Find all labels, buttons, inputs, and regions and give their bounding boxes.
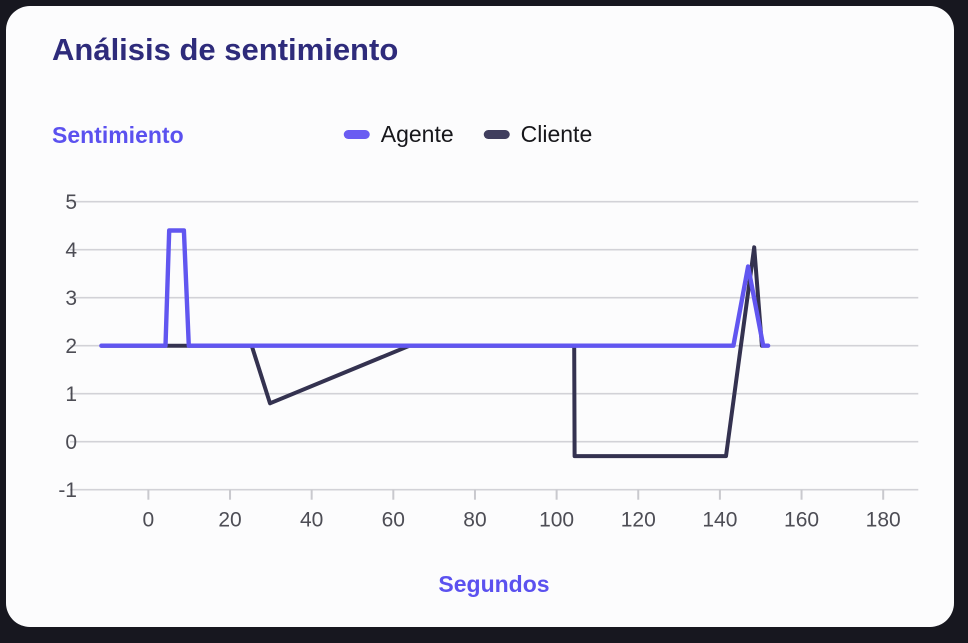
- x-tick-label: 20: [218, 509, 241, 532]
- x-tick-label: 160: [784, 509, 819, 532]
- sentiment-line-chart: 5 4 3 2 1 0 -1 0 20 40 60 80 100 120 140 160 180: [58, 191, 919, 532]
- agente-line-swatch: [343, 129, 370, 139]
- legend-label-agente: Agente: [380, 120, 454, 147]
- legend: Agente Cliente: [343, 118, 593, 150]
- x-tick-label: 140: [702, 509, 737, 532]
- y-tick-label: 2: [65, 335, 77, 358]
- y-tick-label: 1: [65, 383, 77, 406]
- x-tick-label: 120: [621, 509, 656, 532]
- y-tick-label: -1: [58, 479, 77, 502]
- x-tick-label: 0: [143, 509, 155, 532]
- series-line-agente: [99, 228, 771, 348]
- sentiment-analysis-card: Análisis de sentimiento Sentimiento Agen…: [6, 6, 954, 627]
- y-axis-title: Sentimiento: [52, 122, 184, 148]
- page-title: Análisis de sentimiento: [52, 32, 399, 67]
- x-tick-label: 100: [539, 509, 574, 532]
- x-axis-title: Segundos: [438, 571, 550, 597]
- series-line-cliente: [99, 245, 764, 459]
- x-tick-label: 80: [463, 509, 486, 532]
- x-tick-label: 180: [866, 509, 901, 532]
- legend-item-cliente: Cliente: [483, 120, 593, 148]
- legend-item-agente: Agente: [343, 120, 454, 148]
- y-tick-label: 5: [65, 191, 77, 214]
- y-tick-label: 4: [65, 239, 77, 262]
- x-tick-label: 40: [300, 509, 323, 532]
- x-tick-label: 60: [382, 509, 405, 532]
- cliente-line-swatch: [483, 129, 510, 139]
- legend-label-cliente: Cliente: [520, 120, 593, 147]
- y-tick-label: 3: [65, 287, 77, 310]
- y-tick-label: 0: [65, 431, 77, 454]
